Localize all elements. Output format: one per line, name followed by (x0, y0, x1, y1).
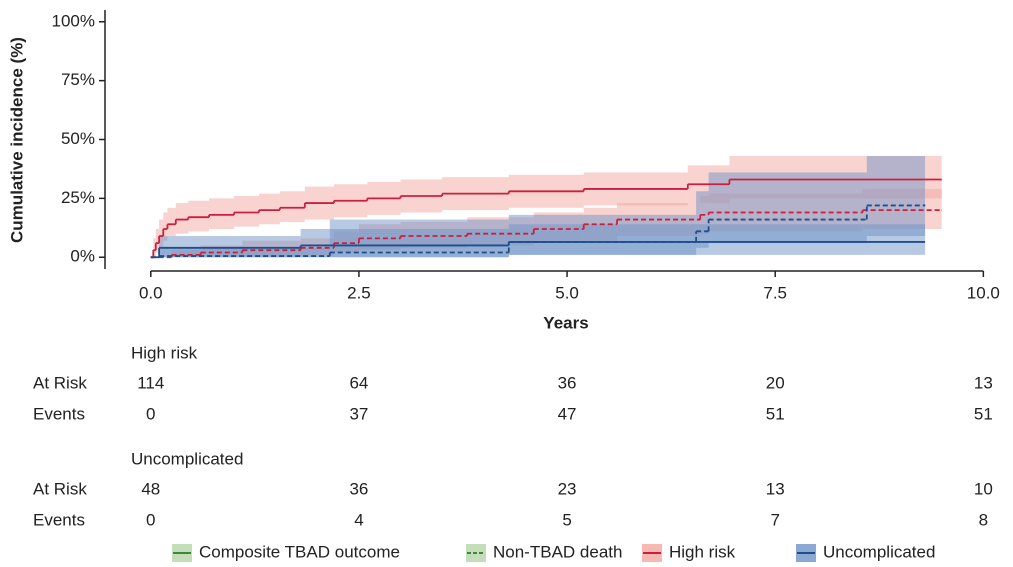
confidence-band (167, 207, 176, 237)
risk-cell: 0 (146, 510, 155, 529)
y-tick-label: 25% (61, 188, 95, 207)
legend-label: High risk (669, 542, 736, 561)
confidence-band (188, 200, 210, 232)
risk-cell: 47 (558, 404, 577, 423)
risk-cell: 13 (766, 479, 785, 498)
risk-cell: 64 (349, 373, 368, 392)
risk-cell: 0 (146, 404, 155, 423)
y-tick-label: 50% (61, 129, 95, 148)
confidence-band (175, 203, 189, 234)
risk-cell: 4 (354, 510, 363, 529)
confidence-band (866, 155, 926, 237)
risk-row-label: At Risk (33, 479, 87, 498)
risk-cell: 36 (349, 479, 368, 498)
risk-cell: 5 (562, 510, 571, 529)
confidence-band (696, 191, 709, 248)
risk-row-label: At Risk (33, 373, 87, 392)
risk-cell: 10 (974, 479, 993, 498)
risk-cell: 7 (770, 510, 779, 529)
confidence-band (329, 219, 509, 258)
confidence-band (279, 191, 305, 222)
risk-row-label: Events (33, 510, 85, 529)
legend-label: Non-TBAD death (493, 542, 622, 561)
legend-label: Composite TBAD outcome (199, 542, 400, 561)
confidence-band (159, 219, 164, 248)
y-axis-title: Cumulative incidence (%) (7, 37, 26, 243)
x-tick-label: 7.5 (763, 283, 787, 302)
risk-cell: 37 (349, 404, 368, 423)
confidence-band (155, 228, 160, 253)
confidence-band (163, 212, 168, 241)
risk-cell: 51 (766, 404, 785, 423)
confidence-band (508, 214, 697, 255)
risk-cell: 36 (558, 373, 577, 392)
risk-cell: 8 (979, 510, 988, 529)
confidence-band (259, 193, 280, 225)
risk-row-label: Events (33, 404, 85, 423)
risk-group-title: Uncomplicated (131, 449, 243, 468)
x-tick-label: 10.0 (967, 283, 1000, 302)
y-tick-label: 75% (61, 70, 95, 89)
x-tick-label: 0.0 (139, 283, 163, 302)
confidence-band (234, 196, 260, 227)
risk-cell: 13 (974, 373, 993, 392)
x-tick-label: 2.5 (347, 283, 371, 302)
confidence-band (153, 238, 156, 258)
confidence-band (209, 198, 235, 229)
risk-cell: 51 (974, 404, 993, 423)
risk-group-title: High risk (131, 343, 198, 362)
confidence-band (708, 172, 867, 244)
legend-label: Uncomplicated (823, 542, 935, 561)
risk-cell: 114 (137, 373, 164, 392)
y-tick-label: 100% (52, 11, 95, 30)
risk-cell: 20 (766, 373, 785, 392)
confidence-band (159, 247, 330, 258)
risk-cell: 23 (558, 479, 577, 498)
x-axis-title: Years (543, 313, 588, 332)
y-tick-label: 0% (70, 247, 95, 266)
x-tick-label: 5.0 (555, 283, 579, 302)
risk-cell: 48 (141, 479, 160, 498)
